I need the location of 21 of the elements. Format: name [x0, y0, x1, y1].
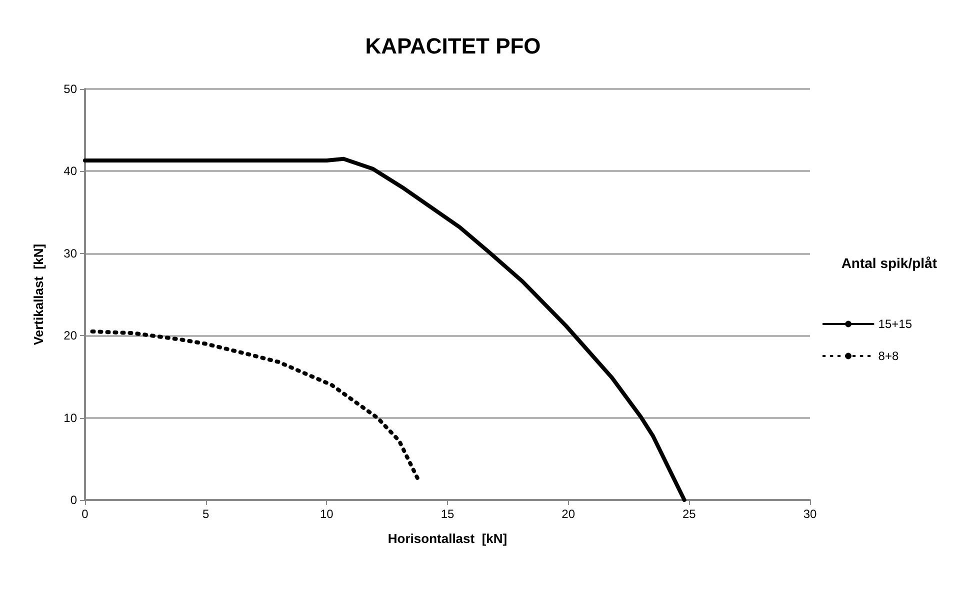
x-tick-label: 5	[202, 507, 210, 521]
x-axis-title: Horisontallast [kN]	[388, 531, 508, 546]
y-axis-title: Vertikallast [kN]	[31, 244, 46, 346]
line-series	[90, 329, 420, 482]
x-tick-label: 10	[320, 507, 334, 521]
x-tick-label: 25	[682, 507, 696, 521]
x-tick-label: 15	[440, 507, 454, 521]
y-tick-label: 20	[64, 328, 78, 343]
y-tick-label: 0	[70, 493, 78, 507]
x-tick-label: 20	[562, 507, 576, 521]
chart-title: KAPACITET PFO	[365, 34, 541, 58]
legend-title: Antal spik/plåt	[841, 255, 938, 271]
legend-label: 15+15	[878, 317, 912, 331]
line-series	[83, 156, 686, 502]
x-tick-label: 0	[82, 507, 89, 521]
x-tick-label: 30	[803, 507, 817, 521]
y-tick-label: 10	[64, 410, 78, 425]
legend-label: 8+8	[878, 349, 899, 363]
y-tick-label: 50	[64, 82, 78, 96]
y-tick-label: 40	[64, 164, 78, 178]
y-tick-label: 30	[64, 246, 78, 260]
